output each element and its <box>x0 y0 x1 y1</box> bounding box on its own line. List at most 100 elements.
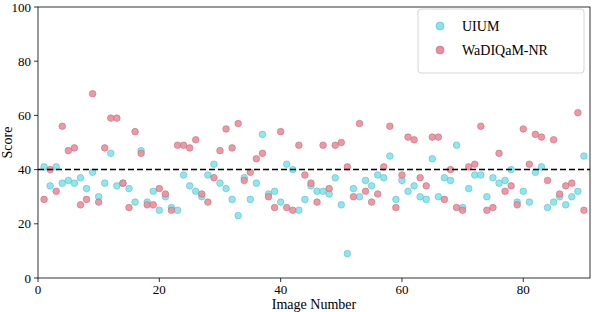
point <box>126 204 133 211</box>
point <box>247 196 254 203</box>
legend-marker <box>436 22 444 30</box>
point <box>217 180 224 187</box>
x-tick-label: 20 <box>153 282 166 297</box>
point <box>502 177 509 184</box>
series-1 <box>41 90 587 213</box>
point <box>265 193 272 200</box>
point <box>478 172 485 179</box>
point <box>83 185 90 192</box>
point <box>490 204 497 211</box>
point <box>253 155 260 162</box>
series-0 <box>41 131 587 257</box>
point <box>581 207 588 214</box>
point <box>338 202 345 209</box>
x-tick-label: 0 <box>35 282 42 297</box>
legend: UIUMWaDIQaM-NR <box>418 9 584 73</box>
point <box>532 131 539 138</box>
y-tick <box>34 61 38 62</box>
point <box>544 204 551 211</box>
x-tick-label: 40 <box>274 282 287 297</box>
point <box>114 115 121 122</box>
y-tick <box>34 115 38 116</box>
point <box>569 193 576 200</box>
y-tick-label: 80 <box>18 54 31 69</box>
point <box>271 204 278 211</box>
point <box>562 183 569 190</box>
plot-area <box>38 90 590 256</box>
point <box>575 188 582 195</box>
point <box>368 199 375 206</box>
point <box>71 180 78 187</box>
point <box>120 180 127 187</box>
point <box>435 134 442 141</box>
y-tick-label: 60 <box>18 108 31 123</box>
point <box>423 183 430 190</box>
point <box>508 183 515 190</box>
point <box>387 153 394 160</box>
point <box>229 196 236 203</box>
x-axis-label: Image Number <box>272 297 357 312</box>
point <box>581 153 588 160</box>
point <box>107 115 114 122</box>
point <box>180 142 187 149</box>
point <box>132 199 139 206</box>
point <box>241 177 248 184</box>
point <box>168 207 175 214</box>
point <box>484 207 491 214</box>
y-tick-label: 20 <box>18 216 31 231</box>
point <box>387 123 394 130</box>
point <box>344 250 351 257</box>
legend-marker <box>436 46 444 54</box>
point <box>429 155 436 162</box>
legend-label: UIUM <box>462 19 500 34</box>
point <box>332 142 339 149</box>
point <box>368 183 375 190</box>
x-tick-label: 80 <box>517 282 530 297</box>
point <box>441 196 448 203</box>
point <box>526 199 533 206</box>
point <box>174 142 181 149</box>
point <box>447 177 454 184</box>
point <box>186 145 193 152</box>
y-tick <box>34 7 38 8</box>
point <box>465 185 472 192</box>
point <box>180 172 187 179</box>
point <box>411 136 418 143</box>
point <box>217 147 224 154</box>
point <box>77 174 84 181</box>
point <box>550 199 557 206</box>
point <box>405 188 412 195</box>
point <box>362 177 369 184</box>
point <box>496 150 503 157</box>
point <box>350 185 357 192</box>
point <box>120 180 127 187</box>
point <box>538 134 545 141</box>
point <box>296 207 303 214</box>
point <box>71 145 78 152</box>
point <box>229 145 236 152</box>
point <box>65 177 72 184</box>
point <box>575 109 582 116</box>
point <box>350 193 357 200</box>
y-tick <box>34 278 38 279</box>
point <box>453 204 460 211</box>
y-tick-label: 0 <box>25 271 32 286</box>
point <box>235 120 242 127</box>
point <box>302 196 309 203</box>
point <box>192 136 199 143</box>
point <box>374 172 381 179</box>
point <box>65 147 72 154</box>
point <box>453 142 460 149</box>
point <box>223 185 230 192</box>
reference-line <box>38 169 590 171</box>
point <box>320 188 327 195</box>
point <box>380 174 387 181</box>
point <box>41 196 48 203</box>
point <box>526 161 533 168</box>
point <box>259 150 266 157</box>
point <box>308 180 315 187</box>
point <box>435 193 442 200</box>
point <box>101 145 108 152</box>
point <box>114 183 121 190</box>
y-tick-label: 100 <box>12 0 32 15</box>
